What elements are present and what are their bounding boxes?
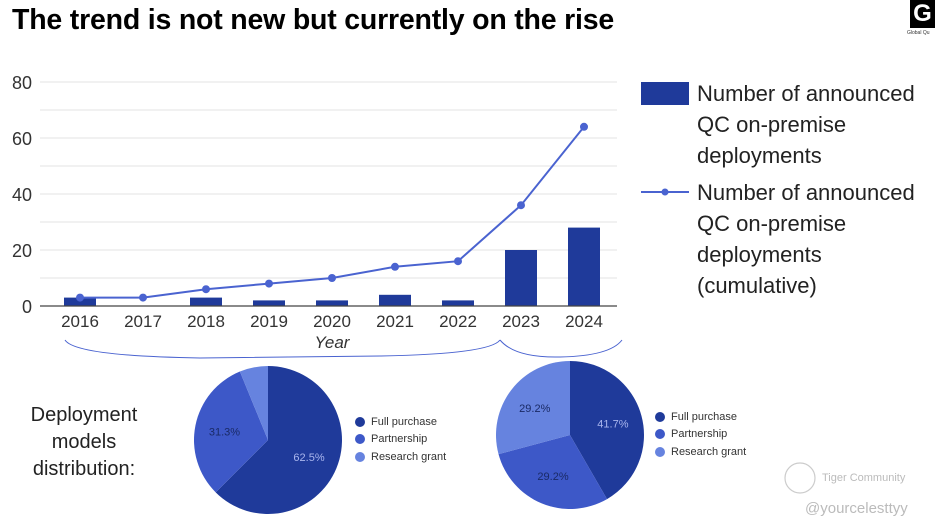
bar [568, 227, 600, 306]
pie-slice [495, 361, 570, 455]
line-point [328, 274, 336, 282]
legend-label: Partnership [671, 428, 728, 441]
bar [190, 297, 222, 306]
brace-right [499, 339, 623, 358]
y-tick-label: 20 [12, 241, 32, 261]
y-tick-label: 0 [22, 297, 32, 317]
deployment-models-label: Deployment models distribution: [30, 404, 138, 480]
line-point [517, 201, 525, 210]
full-purchase-swatch [355, 416, 365, 427]
pie-label: 41.7% [597, 418, 628, 430]
logo: G [910, 0, 935, 28]
bar [379, 294, 411, 306]
y-tick-label: 40 [12, 185, 32, 205]
bar [505, 250, 537, 306]
partnership-swatch [655, 429, 665, 440]
research-grant-swatch [355, 451, 365, 462]
legend-label: Partnership [371, 433, 428, 446]
bar [64, 297, 96, 306]
pie-slice [239, 366, 268, 440]
pie-label: 62.5% [293, 452, 324, 464]
bar [253, 300, 285, 306]
pie-slice [215, 366, 342, 514]
x-axis-label: Year [315, 333, 351, 352]
pie-slice [498, 435, 608, 509]
full-purchase-swatch [655, 411, 665, 422]
tiger-community-icon [784, 462, 816, 494]
legend-item: Full purchase [655, 408, 746, 426]
legend-item: Partnership [655, 426, 746, 444]
x-tick-label: 2022 [439, 312, 477, 331]
line-point [391, 262, 399, 271]
line-point [202, 285, 210, 294]
pie-label: 31.3% [209, 426, 240, 438]
y-tick-label: 60 [12, 129, 32, 149]
legend-item: Full purchase [355, 413, 446, 431]
pie-label: 29.2% [519, 403, 550, 415]
legend-item: Partnership [355, 431, 446, 449]
pie-label: 29.2% [537, 471, 568, 483]
legend-item: Research grant [655, 443, 746, 461]
bar [316, 300, 348, 306]
bar [442, 300, 474, 306]
y-tick-label: 80 [12, 73, 32, 93]
logo-subtitle: Global Qu [907, 30, 930, 36]
legend-label: Research grant [371, 450, 447, 463]
x-tick-label: 2018 [187, 312, 225, 331]
line-point [265, 279, 273, 288]
x-tick-label: 2019 [250, 312, 288, 331]
line-point [580, 122, 588, 131]
pie-legend-right: Full purchase Partnership Research grant [655, 408, 746, 461]
line-point [454, 257, 462, 266]
x-tick-label: 2020 [313, 312, 351, 331]
legend-line-marker [661, 188, 669, 196]
line-point [139, 293, 147, 302]
partnership-swatch [355, 434, 365, 445]
watermark-handle: @yourcelesttyy [805, 500, 908, 517]
x-tick-label: 2021 [376, 312, 414, 331]
pie-legend-left: Full purchase Partnership Research grant [355, 413, 446, 466]
page-title: The trend is not new but currently on th… [12, 4, 615, 36]
pie-slice [194, 371, 268, 493]
research-grant-swatch [655, 446, 665, 457]
x-tick-label: 2024 [565, 312, 603, 331]
legend-label: Research grant [671, 445, 747, 458]
x-tick-label: 2016 [61, 312, 99, 331]
line-point [76, 293, 84, 302]
brace-left [64, 339, 501, 359]
legend-label: Full purchase [671, 410, 738, 423]
legend-item: Research grant [355, 448, 446, 466]
legend-label: Full purchase [371, 415, 438, 428]
legend-bar-label: Number of announced QC on-premise deploy… [697, 81, 915, 168]
legend-bar-swatch [641, 82, 689, 105]
x-tick-label: 2023 [502, 312, 540, 331]
watermark-community: Tiger Community [822, 472, 906, 484]
legend-line-label: Number of announced QC on-premise deploy… [697, 180, 915, 298]
pie-slice [570, 361, 645, 500]
x-tick-label: 2017 [124, 312, 162, 331]
